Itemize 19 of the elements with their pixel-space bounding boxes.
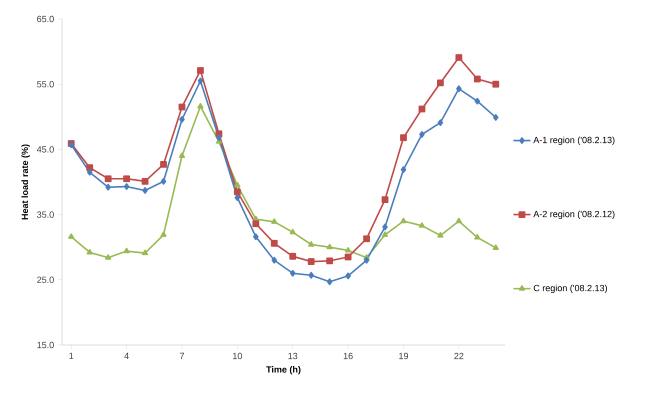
- x-tick-label: 19: [399, 352, 408, 360]
- x-tick-label: 13: [288, 352, 298, 360]
- x-tick-label: 16: [344, 352, 353, 360]
- x-axis-title: Time (h): [266, 366, 300, 374]
- y-axis-title: Heat load rate (%): [21, 144, 30, 220]
- legend-label: C region ('08.2.13): [534, 284, 607, 293]
- y-tick-label: 25.0: [37, 276, 54, 283]
- legend-label: A-1 region ('08.2.13): [533, 136, 614, 145]
- x-tick-label: 7: [180, 352, 184, 359]
- y-tick-label: 65.0: [37, 16, 54, 22]
- x-tick-label: 1: [69, 352, 74, 359]
- y-tick-label: 45.0: [36, 146, 54, 153]
- y-tick-label: 35.0: [37, 211, 54, 218]
- x-tick-label: 22: [454, 352, 464, 360]
- y-tick-label: 15.0: [37, 342, 54, 348]
- x-tick-label: 4: [124, 352, 129, 359]
- x-tick-label: 10: [233, 352, 242, 360]
- legend-label: A-2 region ('08.2.12): [533, 210, 614, 219]
- y-tick-label: 55.0: [37, 81, 54, 88]
